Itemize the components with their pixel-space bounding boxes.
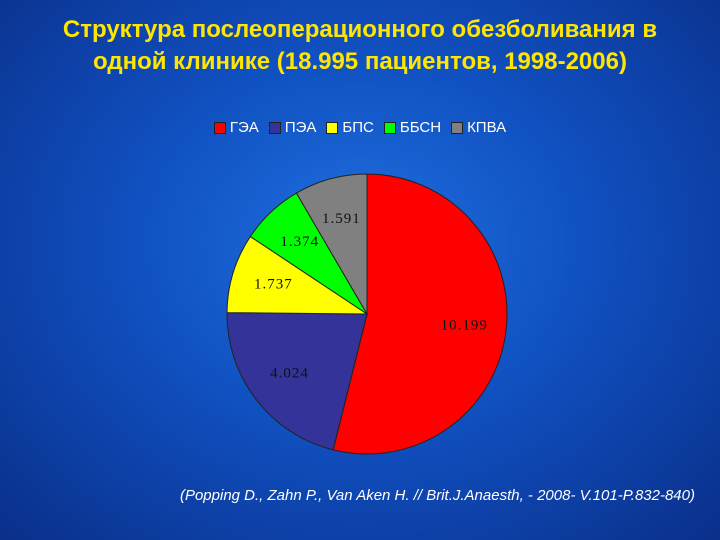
legend-item: БПС xyxy=(326,119,374,136)
pie-slice xyxy=(226,312,368,451)
legend-label: КПВА xyxy=(467,119,507,136)
legend-label: ГЭА xyxy=(229,119,259,136)
legend-swatch xyxy=(268,121,281,134)
legend-swatch xyxy=(451,121,464,134)
data-label: 10.199 xyxy=(441,317,488,333)
data-label: 1.737 xyxy=(254,277,293,293)
pie-slice xyxy=(332,173,508,455)
legend: ГЭА ПЭА БПС ББСН КПВА xyxy=(0,119,720,136)
data-label: 1.374 xyxy=(280,234,319,250)
data-label: 4.024 xyxy=(270,365,309,381)
chart-title: Структура послеоперационного обезболиван… xyxy=(62,16,658,75)
data-label: 1.591 xyxy=(322,211,361,227)
legend-item: ББСН xyxy=(383,119,442,136)
source-note: (Popping D., Zahn P., Van Aken H. // Bri… xyxy=(179,487,695,504)
legend-item: КПВА xyxy=(451,119,506,136)
legend-swatch xyxy=(326,121,339,134)
legend-item: ГЭА xyxy=(213,119,259,136)
legend-label: ПЭА xyxy=(284,119,317,136)
legend-label: БПС xyxy=(342,119,374,136)
legend-label: ББСН xyxy=(399,119,442,136)
legend-swatch xyxy=(383,121,396,134)
pie-slice xyxy=(226,235,369,315)
legend-item: ПЭА xyxy=(268,119,317,136)
pie-slice xyxy=(295,173,368,316)
legend-swatch xyxy=(213,121,226,134)
